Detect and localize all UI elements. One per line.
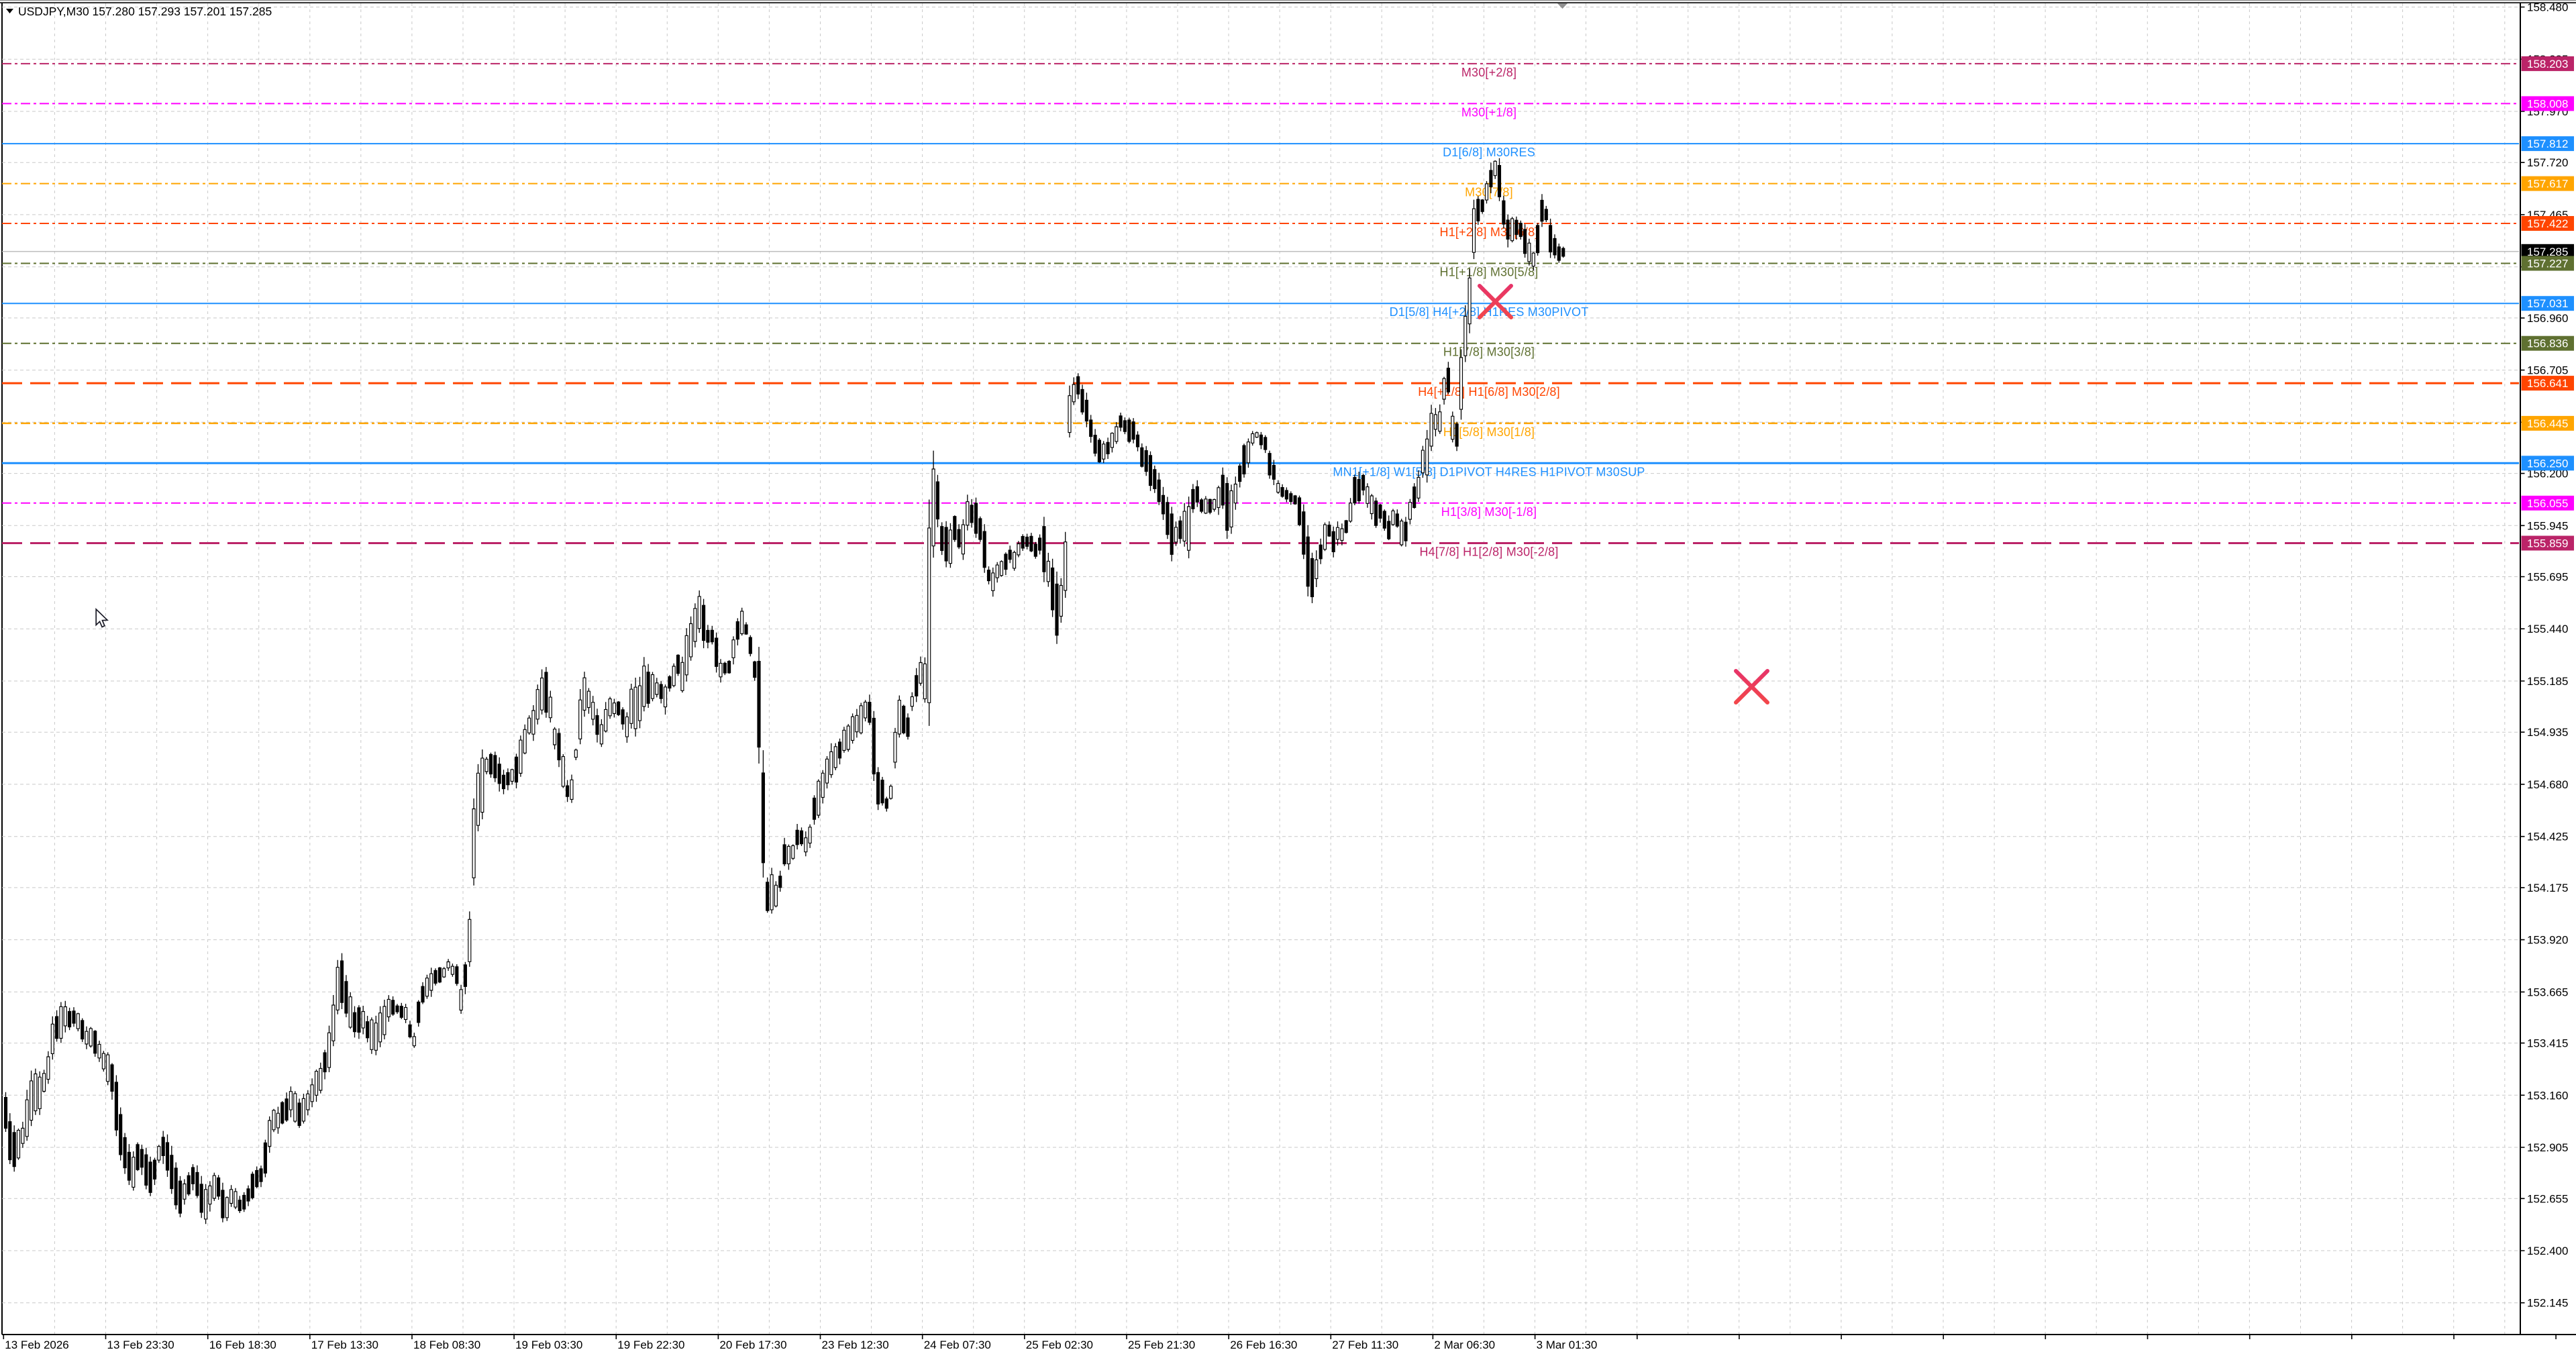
svg-text:H1[5/8] M30[1/8]: H1[5/8] M30[1/8] — [1443, 425, 1535, 439]
svg-text:153.665: 153.665 — [2527, 986, 2568, 998]
svg-text:19 Feb 22:30: 19 Feb 22:30 — [617, 1339, 684, 1351]
svg-text:155.695: 155.695 — [2527, 571, 2568, 584]
svg-text:156.705: 156.705 — [2527, 364, 2568, 377]
svg-text:25 Feb 21:30: 25 Feb 21:30 — [1128, 1339, 1195, 1351]
svg-text:156.200: 156.200 — [2527, 468, 2568, 480]
svg-text:153.415: 153.415 — [2527, 1037, 2568, 1050]
svg-text:17 Feb 13:30: 17 Feb 13:30 — [311, 1339, 378, 1351]
svg-text:155.440: 155.440 — [2527, 623, 2568, 635]
svg-text:152.145: 152.145 — [2527, 1297, 2568, 1310]
svg-text:152.400: 152.400 — [2527, 1245, 2568, 1257]
svg-text:156.250: 156.250 — [2527, 457, 2568, 470]
svg-text:H4[7/8] H1[2/8] M30[-2/8]: H4[7/8] H1[2/8] M30[-2/8] — [1419, 545, 1558, 559]
svg-text:154.175: 154.175 — [2527, 882, 2568, 894]
svg-text:154.425: 154.425 — [2527, 831, 2568, 843]
svg-text:13 Feb 2026: 13 Feb 2026 — [5, 1339, 68, 1351]
svg-text:H1[+1/8] M30[5/8]: H1[+1/8] M30[5/8] — [1440, 266, 1539, 279]
svg-text:157.617: 157.617 — [2527, 178, 2568, 191]
svg-text:154.680: 154.680 — [2527, 778, 2568, 791]
svg-text:156.641: 156.641 — [2527, 377, 2568, 390]
svg-text:24 Feb 07:30: 24 Feb 07:30 — [924, 1339, 991, 1351]
svg-text:H1[7/8] M30[3/8]: H1[7/8] M30[3/8] — [1443, 346, 1535, 359]
svg-text:D1[5/8] H4[+2/8] H1RES M30PIVO: D1[5/8] H4[+2/8] H1RES M30PIVOT — [1390, 305, 1589, 319]
svg-text:M30[+2/8]: M30[+2/8] — [1461, 66, 1516, 79]
svg-text:153.160: 153.160 — [2527, 1089, 2568, 1102]
svg-text:H4[+1/8] H1[6/8] M30[2/8]: H4[+1/8] H1[6/8] M30[2/8] — [1418, 385, 1560, 399]
svg-text:2 Mar 06:30: 2 Mar 06:30 — [1434, 1339, 1495, 1351]
svg-text:156.055: 156.055 — [2527, 497, 2568, 510]
svg-text:157.422: 157.422 — [2527, 217, 2568, 230]
svg-text:152.905: 152.905 — [2527, 1141, 2568, 1154]
svg-text:16 Feb 18:30: 16 Feb 18:30 — [209, 1339, 276, 1351]
svg-text:3 Mar 01:30: 3 Mar 01:30 — [1537, 1339, 1598, 1351]
svg-text:154.935: 154.935 — [2527, 726, 2568, 739]
svg-text:M30[7/8]: M30[7/8] — [1465, 186, 1513, 199]
svg-text:25 Feb 02:30: 25 Feb 02:30 — [1026, 1339, 1093, 1351]
svg-text:157.285: 157.285 — [2527, 246, 2568, 258]
svg-text:MN1[+1/8] W1[5/8] D1PIVOT H4RE: MN1[+1/8] W1[5/8] D1PIVOT H4RES H1PIVOT … — [1333, 465, 1645, 478]
svg-text:18 Feb 08:30: 18 Feb 08:30 — [413, 1339, 480, 1351]
svg-text:19 Feb 03:30: 19 Feb 03:30 — [515, 1339, 582, 1351]
svg-text:158.008: 158.008 — [2527, 97, 2568, 110]
svg-text:157.227: 157.227 — [2527, 258, 2568, 270]
svg-text:13 Feb 23:30: 13 Feb 23:30 — [107, 1339, 174, 1351]
svg-text:USDJPY,M30 157.280 157.293 15: USDJPY,M30 157.280 157.293 157.201 157.2… — [18, 5, 272, 18]
svg-text:D1[6/8] M30RES: D1[6/8] M30RES — [1443, 146, 1535, 159]
svg-text:156.445: 156.445 — [2527, 417, 2568, 430]
svg-text:152.655: 152.655 — [2527, 1192, 2568, 1205]
svg-text:M30[+1/8]: M30[+1/8] — [1461, 105, 1516, 119]
svg-text:H1[3/8] M30[-1/8]: H1[3/8] M30[-1/8] — [1441, 505, 1537, 519]
svg-text:156.960: 156.960 — [2527, 312, 2568, 325]
svg-text:157.031: 157.031 — [2527, 297, 2568, 310]
svg-text:155.859: 155.859 — [2527, 537, 2568, 550]
svg-text:27 Feb 11:30: 27 Feb 11:30 — [1332, 1339, 1398, 1351]
svg-text:157.812: 157.812 — [2527, 138, 2568, 150]
svg-text:26 Feb 16:30: 26 Feb 16:30 — [1230, 1339, 1297, 1351]
svg-text:153.920: 153.920 — [2527, 934, 2568, 947]
svg-text:157.720: 157.720 — [2527, 156, 2568, 169]
svg-text:23 Feb 12:30: 23 Feb 12:30 — [822, 1339, 889, 1351]
svg-text:155.945: 155.945 — [2527, 519, 2568, 532]
svg-text:158.480: 158.480 — [2527, 1, 2568, 14]
svg-text:156.836: 156.836 — [2527, 337, 2568, 350]
svg-text:20 Feb 17:30: 20 Feb 17:30 — [719, 1339, 786, 1351]
svg-text:155.185: 155.185 — [2527, 675, 2568, 688]
svg-text:158.203: 158.203 — [2527, 58, 2568, 70]
